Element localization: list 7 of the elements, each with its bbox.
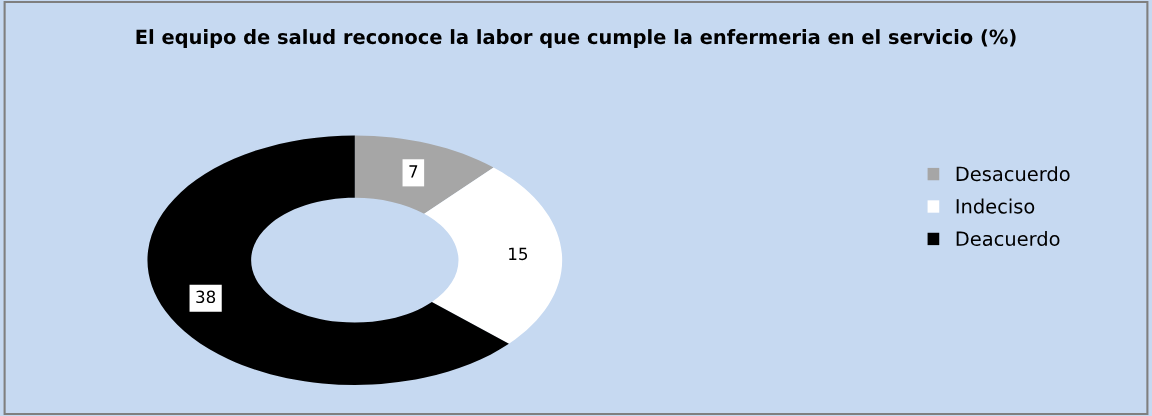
data-label: 38	[196, 290, 216, 304]
legend-label: Desacuerdo	[956, 166, 1070, 182]
data-label: 15	[509, 247, 528, 261]
chart-title: El equipo de salud reconoce la labor que cumple la enfermeria en el servicio (%)	[136, 29, 1016, 48]
legend-label: Deacuerdo	[956, 231, 1060, 247]
legend-label: Indeciso	[956, 198, 1035, 214]
data-label: 7	[409, 165, 418, 178]
